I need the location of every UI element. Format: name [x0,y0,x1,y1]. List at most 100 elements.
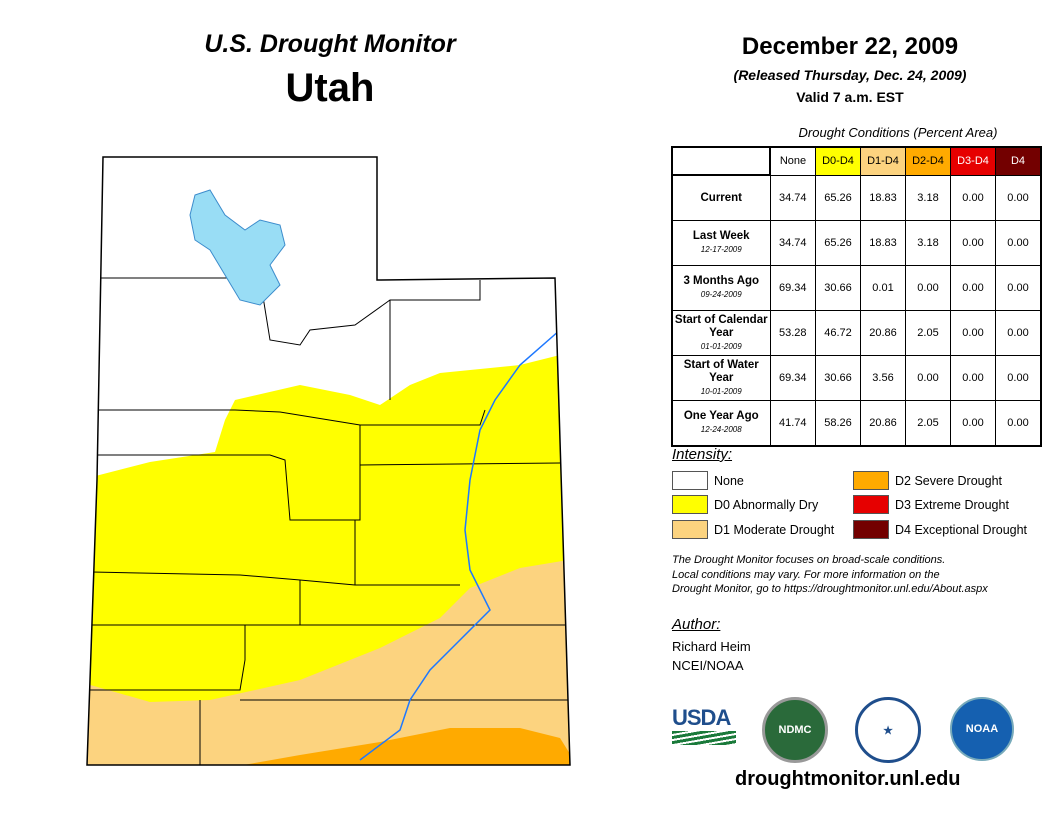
d1-region [87,558,570,765]
legend-label: None [714,473,744,488]
table-cell: 0.00 [950,355,996,401]
legend-swatch [853,520,889,539]
legend-label: D4 Exceptional Drought [895,522,1028,537]
table-cell: 2.05 [905,310,951,356]
table-cell: 0.00 [995,220,1042,266]
map-date: December 22, 2009 [741,33,959,60]
legend-swatch [853,471,889,490]
row-label: Last Week 12-17-2009 [671,220,771,266]
header-d4: D4 [995,146,1042,176]
table-header-row: None D0-D4 D1-D4 D2-D4 D3-D4 D4 [672,146,1042,176]
legend-label: D3 Extreme Drought [895,497,1009,512]
website-url[interactable]: droughtmonitor.unl.edu [735,768,961,790]
colorado-river [359,329,561,761]
table-cell: 0.00 [950,310,996,356]
disclaimer-note: The Drought Monitor focuses on broad-sca… [672,553,1052,597]
legend-item: D1 Moderate Drought [672,520,834,539]
legend-swatch [853,495,889,514]
legend-title: Intensity: [672,446,733,463]
table-cell: 65.26 [815,174,861,221]
table-cell: 69.34 [769,265,816,311]
table-cell: 69.34 [769,355,816,401]
row-date: 01-01-2009 [700,341,742,351]
table-row: 3 Months Ago 09-24-2009 69.34 30.66 0.01 0.00… [671,265,1042,311]
map-title: U.S. Drought Monitor [204,30,456,58]
table-cell: 41.74 [769,400,816,447]
release-date: (Released Thursday, Dec. 24, 2009) [733,67,967,83]
table-cell: 53.28 [769,310,816,356]
author-org: NCEI/NOAA [672,658,744,673]
table-cell: 3.18 [905,174,951,221]
table-cell: 0.00 [950,265,996,311]
legend-swatch [672,520,708,539]
table-cell: 30.66 [815,265,861,311]
legend-label: D0 Abnormally Dry [714,497,819,512]
table-cell: 0.01 [860,265,906,311]
table-cell: 0.00 [950,400,996,447]
note-line: Local conditions may vary. For more info… [672,568,940,581]
note-line: The Drought Monitor focuses on broad-sca… [672,554,946,566]
legend-swatch [672,471,708,490]
table-cell: 34.74 [769,174,816,221]
header-none: None [769,146,816,176]
table-row: One Year Ago 12-24-2008 41.74 58.26 20.86 2.0… [671,400,1042,447]
table-cell: 0.00 [995,400,1042,447]
table-row: Start of Water Year 10-01-2009 69.34 30.66 3… [671,355,1042,401]
table-cell: 20.86 [860,400,906,447]
table-row: Last Week 12-17-2009 34.74 65.26 18.83 3.18 0.… [671,220,1042,266]
table-caption: Drought Conditions (Percent Area) [798,125,998,140]
legend-label: D2 Severe Drought [895,473,1003,488]
table-cell: 18.83 [860,220,906,266]
table-cell: 18.83 [860,174,906,221]
table-cell: 0.00 [950,174,996,221]
legend-label: D1 Moderate Drought [714,522,835,537]
legend-item: D2 Severe Drought [853,471,1002,490]
row-label: 3 Months Ago 09-24-2009 [671,265,771,311]
row-date: 12-24-2008 [700,425,742,434]
table-cell: 30.66 [815,355,861,401]
legend-item: D3 Extreme Drought [853,495,1009,514]
row-label: Current [671,174,771,221]
table-cell: 0.00 [995,174,1042,221]
state-name: Utah [285,66,375,110]
note-line: Drought Monitor, go to https://droughtmo… [672,583,988,595]
noaa-logo: NOAA [950,697,1014,761]
legend-item: D0 Abnormally Dry [672,495,818,514]
row-label: Start of Calendar Year 01-01-2009 [671,310,771,356]
table-cell: 0.00 [995,310,1042,356]
row-label: Start of Water Year 10-01-2009 [671,355,771,401]
table-cell: 0.00 [995,355,1042,401]
author-info: Richard Heim NCEI/NOAA [672,637,751,675]
table-cell: 65.26 [815,220,861,266]
ndmc-logo: NDMC [762,697,828,763]
table-cell: 0.00 [905,355,951,401]
d2-region [215,728,570,765]
table-cell: 3.56 [860,355,906,401]
legend-item: D4 Exceptional Drought [853,520,1027,539]
header-d0: D0-D4 [815,146,861,176]
row-date: 12-17-2009 [700,245,742,254]
row-label: One Year Ago 12-24-2008 [671,400,771,447]
table-row: Current 34.74 65.26 18.83 3.18 0.00 0.00 [671,174,1042,221]
valid-time: Valid 7 a.m. EST [796,89,904,105]
drought-conditions-table: None D0-D4 D1-D4 D2-D4 D3-D4 D4 Current 3… [671,146,1042,447]
table-cell: 0.00 [950,220,996,266]
state-outline [86,156,571,766]
author-title: Author: [672,616,721,633]
table-cell: 0.00 [995,265,1042,311]
table-cell: 3.18 [905,220,951,266]
table-cell: 34.74 [769,220,816,266]
header-d3: D3-D4 [950,146,996,176]
table-cell: 0.00 [905,265,951,311]
doc-seal-logo: ★ [855,697,921,763]
table-row: Start of Calendar Year 01-01-2009 53.28 46.… [671,310,1042,356]
legend-swatch [672,495,708,514]
row-date: 10-01-2009 [700,386,742,396]
legend-item: None [672,471,744,490]
table-cell: 2.05 [905,400,951,447]
row-date: 09-24-2009 [700,290,742,299]
author-name: Richard Heim [672,639,751,654]
utah-drought-map [86,156,571,766]
great-salt-lake [189,189,286,306]
table-cell: 46.72 [815,310,861,356]
